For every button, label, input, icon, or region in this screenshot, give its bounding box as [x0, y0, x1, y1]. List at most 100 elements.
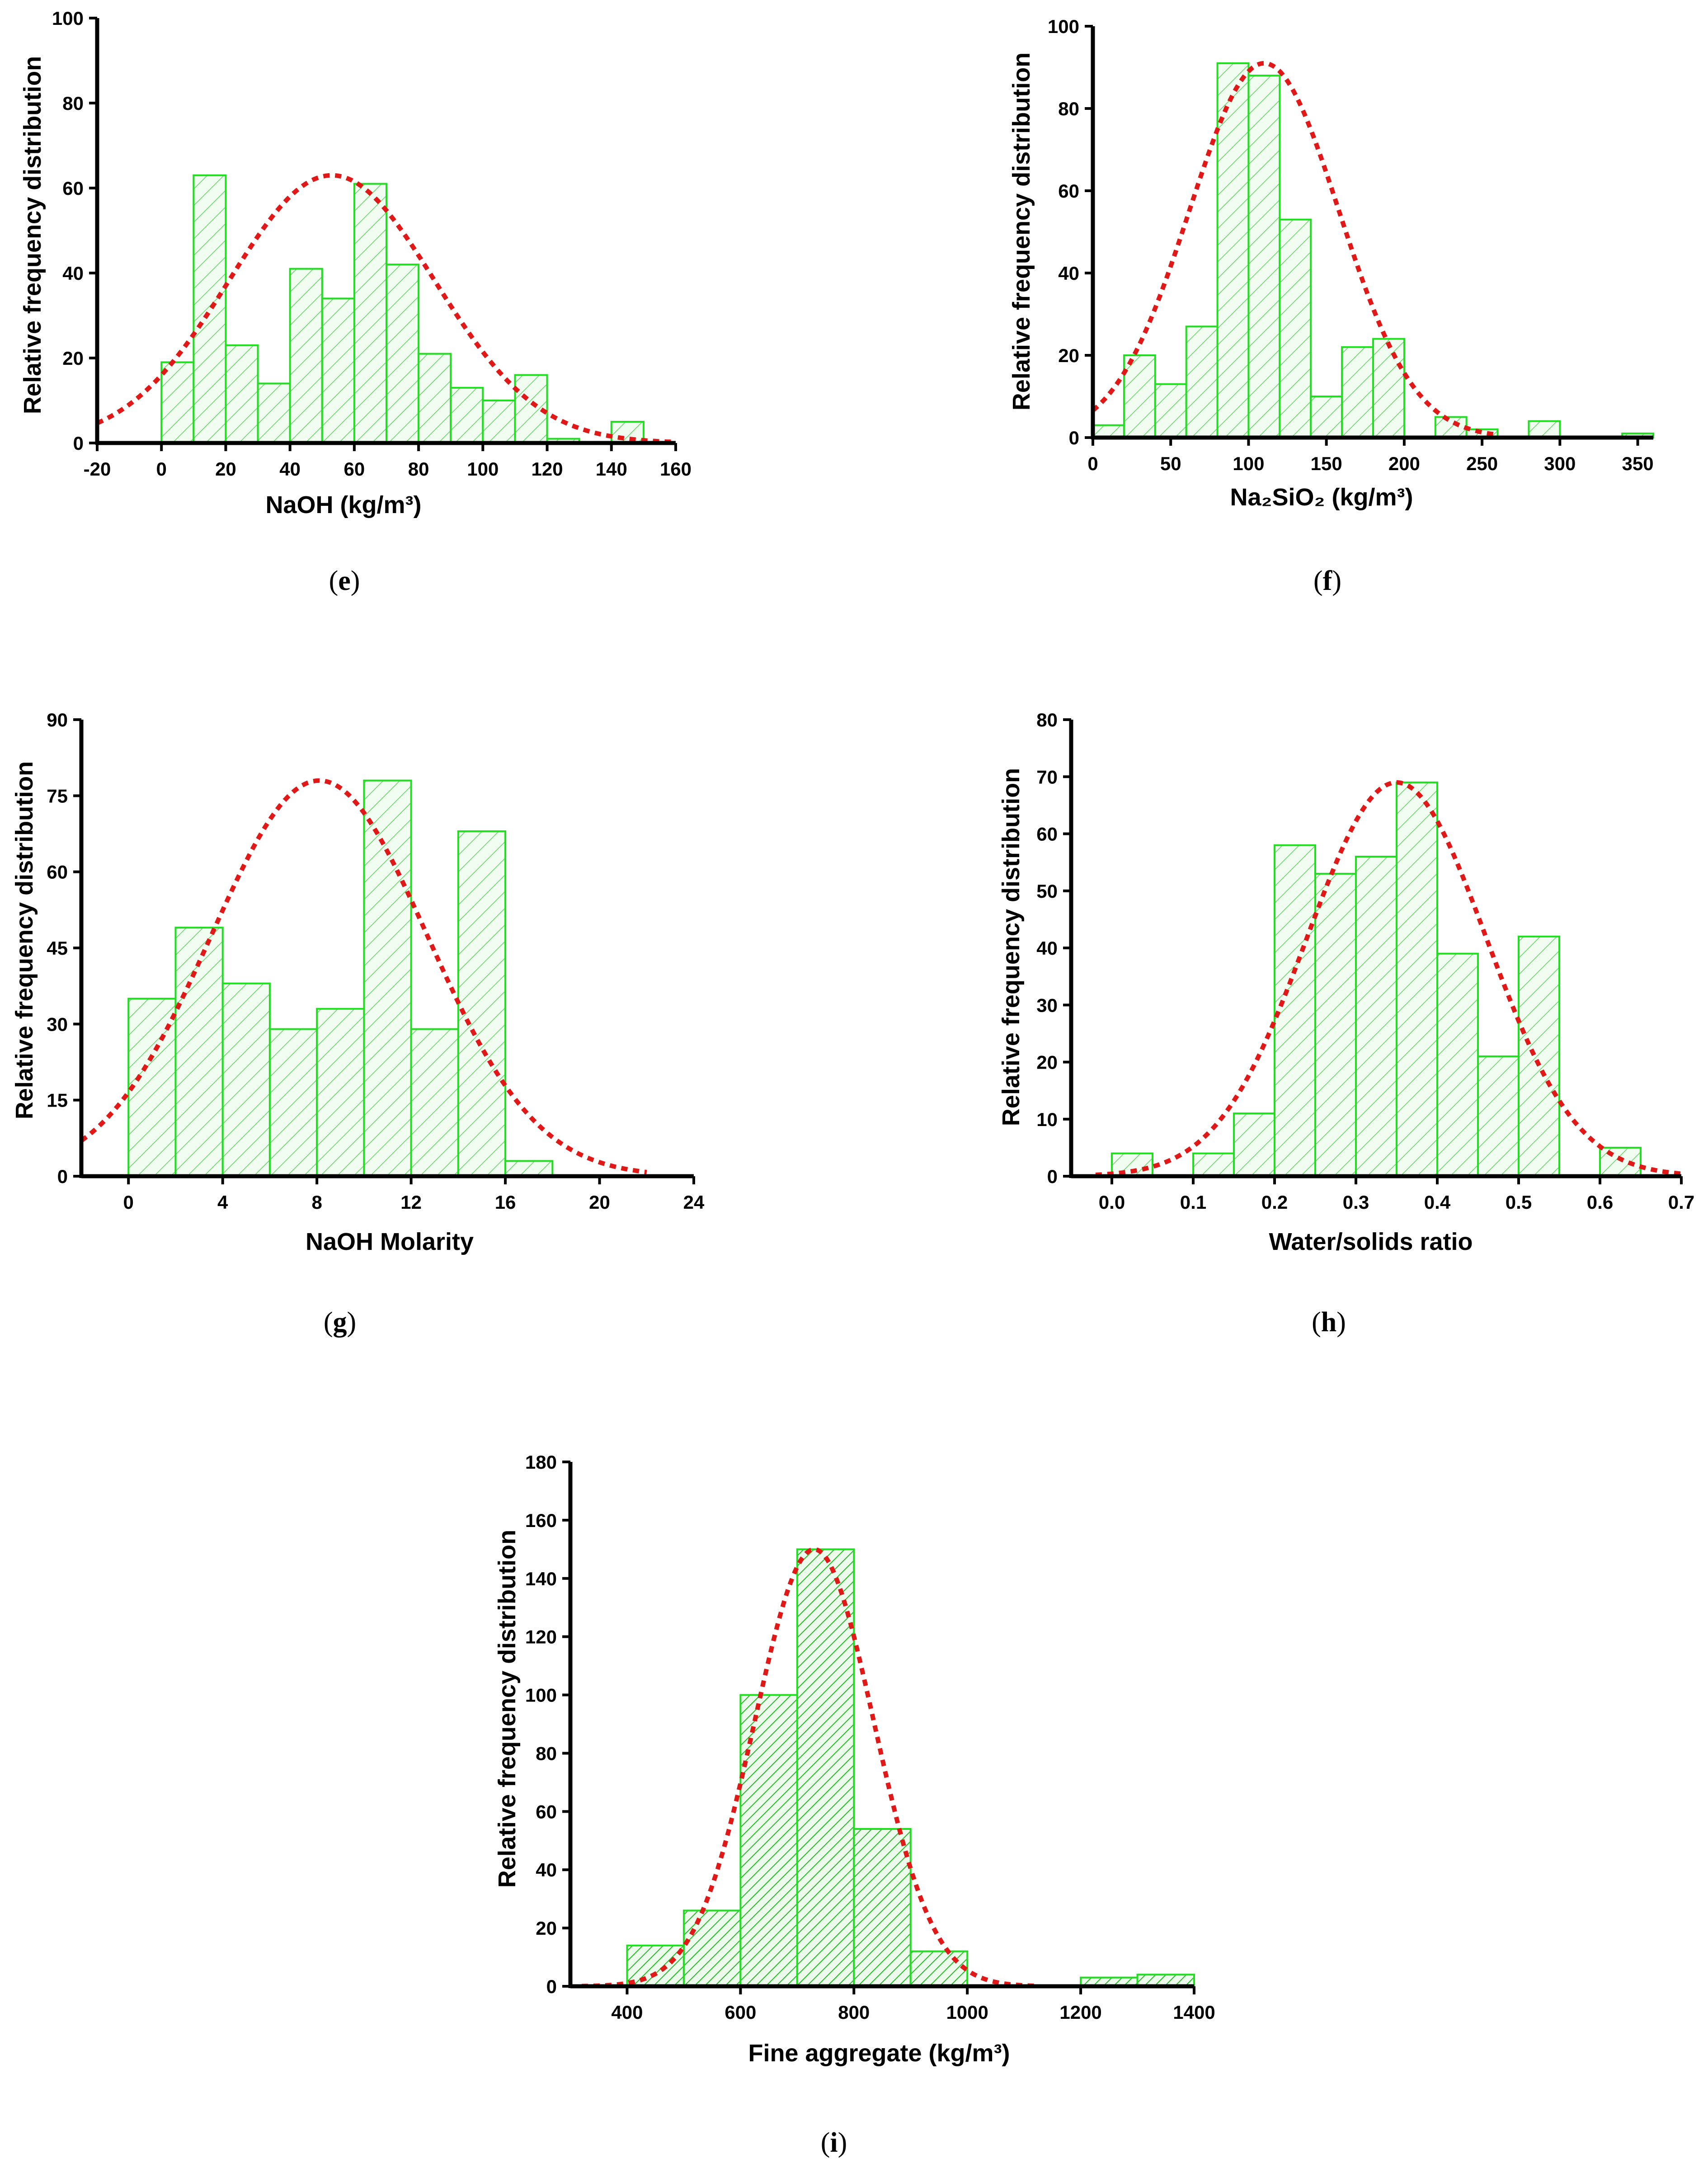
y-tick-label: 0 [546, 1976, 557, 1997]
y-tick-label: 100 [52, 8, 84, 29]
y-tick-label: 20 [62, 348, 84, 369]
x-tick-label: 0.0 [1099, 1192, 1125, 1213]
histogram-bar [1123, 354, 1156, 438]
y-tick-label: 0 [1069, 427, 1079, 448]
histogram-bar [174, 927, 224, 1177]
y-tick-label: 50 [1036, 881, 1058, 902]
y-tick-label: 40 [62, 263, 84, 284]
y-tick-label: 100 [1048, 16, 1079, 37]
x-tick-label: 0 [1087, 453, 1098, 474]
x-tick-label: 24 [683, 1192, 705, 1213]
y-tick-label: 40 [1036, 938, 1058, 959]
histogram-bar [1233, 1112, 1275, 1177]
x-tick-label: 400 [611, 2002, 643, 2023]
x-tick-label: 40 [279, 458, 301, 480]
panel-letter: h [1321, 1307, 1336, 1338]
histogram-bar [1355, 856, 1397, 1177]
x-tick-label: 4 [217, 1192, 228, 1213]
bars [160, 174, 645, 444]
histogram-bar [289, 268, 323, 444]
y-tick-label: 80 [1058, 98, 1079, 119]
y-tick-label: 70 [1036, 766, 1058, 787]
histogram-bar [1279, 218, 1312, 438]
x-axis-title: NaOH (kg/m³) [265, 491, 421, 518]
x-axis-title: Na₂SiO₂ (kg/m³) [1230, 484, 1413, 511]
y-axis-title: Relative frequency distribution [11, 761, 38, 1119]
histogram-bar [796, 1548, 855, 1987]
x-tick-label: 0.4 [1424, 1192, 1451, 1213]
histogram-bar [257, 382, 291, 444]
y-tick-label: 100 [525, 1685, 557, 1706]
x-tick-label: 80 [408, 458, 429, 480]
histogram-bar [410, 1028, 459, 1178]
y-tick-label: 45 [47, 938, 68, 959]
y-tick-label: 20 [536, 1918, 557, 1939]
histogram-bar [626, 1944, 685, 1988]
histogram-bar [221, 982, 271, 1178]
bars [1111, 781, 1642, 1177]
x-tick-label: 0.1 [1180, 1192, 1206, 1213]
histogram-bar [1274, 844, 1316, 1177]
y-tick-label: 40 [1058, 263, 1079, 284]
panel-label-h: (h) [1312, 1307, 1346, 1338]
histogram-bar [1247, 75, 1281, 438]
histogram-bar [1185, 325, 1219, 438]
y-tick-label: 180 [525, 1452, 557, 1473]
y-tick-label: 75 [47, 785, 68, 806]
chart-panel-h: Water/solids ratio Relative frequency di… [998, 709, 1694, 1338]
x-tick-label: 350 [1622, 453, 1654, 474]
histogram-bar [1372, 338, 1405, 438]
histogram-bar [1528, 420, 1561, 438]
y-tick-label: 80 [62, 93, 84, 114]
histogram-bar [1518, 935, 1560, 1177]
histogram-bar [1192, 1152, 1235, 1177]
histogram-bar [268, 1028, 318, 1178]
x-tick-label: 12 [400, 1192, 422, 1213]
y-tick-label: 120 [525, 1626, 557, 1648]
chart-panel-g: NaOH Molarity Relative frequency distrib… [11, 709, 705, 1338]
x-tick-label: 600 [725, 2002, 756, 2023]
histogram-bar [1396, 781, 1438, 1177]
x-tick-label: 8 [311, 1192, 322, 1213]
chart-panel-i: Fine aggregate (kg/m³) Relative frequenc… [494, 1452, 1215, 2158]
x-axis-title: NaOH Molarity [306, 1228, 474, 1255]
histogram-bar [450, 386, 484, 444]
x-tick-label: 800 [838, 2002, 870, 2023]
normal-fit-curve [582, 1547, 1035, 1989]
y-tick-label: 0 [1047, 1166, 1058, 1187]
histogram-bar [316, 1008, 365, 1178]
panel-label-g: (g) [324, 1307, 356, 1338]
y-tick-label: 15 [47, 1090, 68, 1111]
y-tick-label: 20 [1036, 1052, 1058, 1073]
x-tick-label: 60 [344, 458, 365, 480]
x-tick-label: 140 [596, 458, 627, 480]
histogram-bar [504, 1160, 554, 1177]
x-tick-label: 50 [1160, 453, 1181, 474]
histogram-bar [353, 183, 388, 444]
y-axis-title: Relative frequency distribution [19, 56, 46, 414]
histogram-bar [610, 421, 645, 444]
histogram-bar [1434, 416, 1468, 438]
x-tick-label: 0.6 [1587, 1192, 1613, 1213]
x-tick-label: 20 [589, 1192, 610, 1213]
x-tick-label: 300 [1544, 453, 1576, 474]
histogram-bar [386, 264, 420, 444]
histogram-bar [909, 1950, 969, 1987]
normal-fit-curve [1095, 780, 1682, 1177]
x-tick-label: 100 [467, 458, 499, 480]
bars [626, 1548, 1195, 1988]
histogram-bar [321, 297, 355, 444]
histogram-bar [1310, 396, 1343, 438]
y-axis-title: Relative frequency distribution [1008, 52, 1035, 410]
y-tick-label: 60 [62, 178, 84, 199]
y-tick-label: 60 [1036, 824, 1058, 845]
x-tick-label: 0 [156, 458, 167, 480]
y-axis-title: Relative frequency distribution [494, 1530, 521, 1888]
histogram-bar [363, 779, 412, 1177]
normal-fit-curve [96, 173, 676, 444]
y-tick-label: 0 [73, 433, 84, 454]
histogram-bar [1436, 952, 1479, 1177]
x-tick-label: 16 [495, 1192, 516, 1213]
x-tick-label: 0.3 [1343, 1192, 1369, 1213]
